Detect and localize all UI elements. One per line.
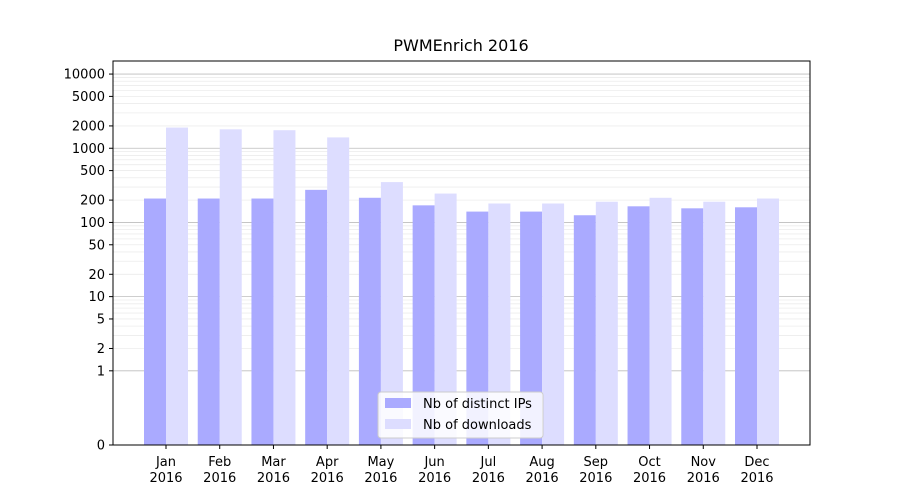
bar-downloads [488,203,511,445]
y-tick-label: 200 [80,194,105,209]
legend-label-downloads: Nb of downloads [423,418,532,433]
bar-distinct-ips [251,198,274,445]
bar-downloads [273,130,296,446]
bar-downloads [703,201,726,445]
bar-distinct-ips [412,205,435,445]
x-tick-label-year: 2016 [257,471,290,486]
x-tick-label-year: 2016 [203,471,236,486]
legend: Nb of distinct IPs Nb of downloads [377,391,544,439]
bar-distinct-ips [520,211,543,445]
x-tick-label-year: 2016 [418,471,451,486]
bar-distinct-ips [735,207,757,445]
bars [144,127,779,446]
x-tick-label-month: Mar [261,455,286,470]
bar-downloads [542,203,565,445]
x-tick-label-month: Oct [638,455,660,470]
bar-downloads [380,182,403,445]
bar-distinct-ips [144,198,166,445]
y-tick-label: 1 [97,364,105,379]
bar-downloads [649,197,672,445]
x-tick-label-year: 2016 [633,471,666,486]
bar-distinct-ips [573,215,596,445]
y-tick-label: 1000 [72,142,105,157]
bar-downloads [166,127,188,445]
x-tick-label-month: Aug [529,455,554,470]
y-tick-label: 20 [88,268,105,283]
x-tick-label-year: 2016 [526,471,559,486]
x-tick-label-month: Jan [155,455,176,470]
bar-distinct-ips [358,197,381,445]
x-tick-label-year: 2016 [740,471,773,486]
bar-downloads [595,201,618,445]
y-tick-label: 0 [97,439,105,454]
x-axis: Jan2016Feb2016Mar2016Apr2016May2016Jun20… [149,445,774,486]
x-tick-label-year: 2016 [149,471,182,486]
legend-label-distinct-ips: Nb of distinct IPs [423,397,532,412]
x-tick-label-month: May [367,455,394,470]
bar-downloads [757,198,779,445]
x-tick-label-year: 2016 [472,471,505,486]
bar-downloads [219,129,242,445]
x-tick-label-year: 2016 [364,471,397,486]
x-tick-label-month: Apr [316,455,339,470]
y-tick-label: 5000 [72,90,105,105]
y-axis: 0 1 2 5 10 20 50 100 200 500 1000 2000 5000 10000 [64,68,113,454]
y-tick-label: 500 [80,164,105,179]
y-tick-label: 2 [97,342,105,357]
y-tick-label: 50 [88,238,105,253]
x-tick-label-year: 2016 [687,471,720,486]
plot-frame [112,60,811,446]
legend-swatch-downloads [385,419,411,429]
bar-distinct-ips [305,189,328,445]
legend-swatch-distinct-ips [385,398,411,408]
y-tick-label: 2000 [72,119,105,134]
y-tick-label: 10000 [64,68,105,83]
bar-distinct-ips [681,208,704,445]
y-tick-label: 5 [97,312,105,327]
legend-box [377,391,544,439]
bar-downloads [327,137,350,445]
x-tick-label-month: Nov [691,455,717,470]
y-tick-label: 100 [80,216,105,231]
y-tick-label: 10 [88,290,105,305]
bar-distinct-ips [627,206,650,445]
x-tick-label-year: 2016 [311,471,344,486]
chart-title: PWMEnrich 2016 [393,36,528,55]
x-tick-label-month: Jun [423,455,444,470]
x-tick-label-month: Feb [208,455,231,470]
bar-downloads [434,193,457,445]
bar-distinct-ips [466,211,489,445]
x-tick-label-month: Dec [744,455,769,470]
bar-distinct-ips [197,198,220,445]
x-tick-label-year: 2016 [579,471,612,486]
x-tick-label-month: Jul [480,455,497,470]
x-tick-label-month: Sep [584,455,609,470]
